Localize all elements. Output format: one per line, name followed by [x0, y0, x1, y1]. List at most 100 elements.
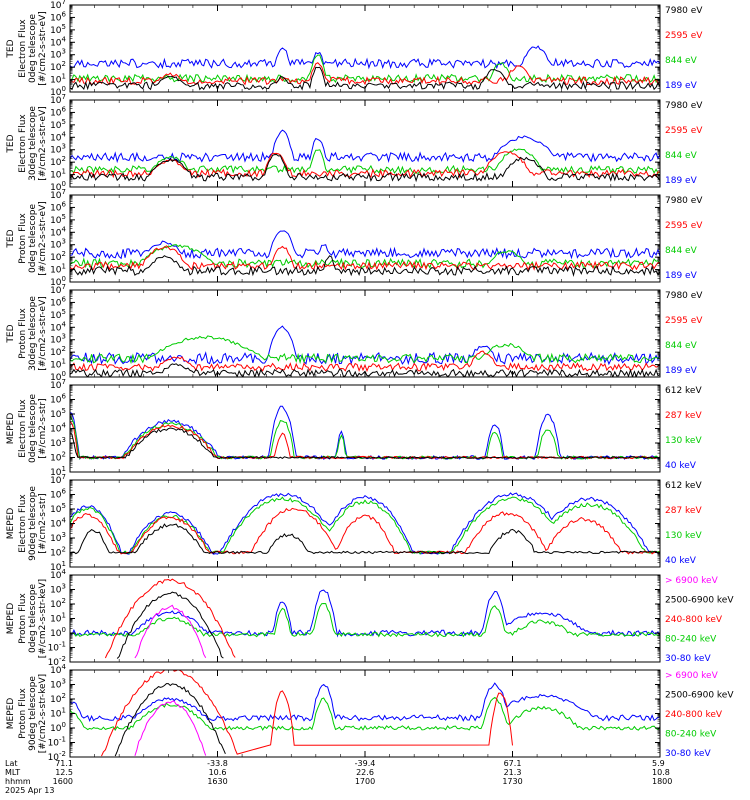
y-tick-label: 106 [50, 105, 66, 118]
tick-lat: 71.1 [55, 759, 73, 768]
y-tick-label: 105 [50, 407, 66, 420]
panel-4-traces [70, 325, 660, 377]
legend-entry: > 6900 keV [665, 576, 719, 586]
y-tick-label: 106 [50, 295, 66, 308]
legend-entry: 80-240 keV [665, 635, 717, 645]
legend-entry: 130 keV [665, 436, 702, 446]
panel-4-legend: 7980 eV 2595 eV 844 eV 189 eV [665, 291, 703, 376]
panel-6-traces [70, 492, 660, 555]
tick-mlt: 10.8 [652, 768, 670, 777]
panel-7-traces [70, 578, 660, 659]
panel-6-legend: 612 keV 287 keV 130 keV 40 keV [665, 481, 702, 566]
tick-hhmm: 1730 [502, 777, 522, 786]
panel-3-ylabel: TED Proton Flux0deg telescope[#/cm2-s-str… [6, 201, 48, 276]
series-trace-80-240-kev [70, 602, 660, 638]
y-tick-label: 102 [50, 60, 66, 73]
y-tick-label: 103 [50, 678, 66, 691]
legend-entry: 240-800 keV [665, 710, 723, 720]
tick-mlt: 22.6 [356, 768, 374, 777]
series-trace--6900-kev [134, 604, 207, 659]
footer-label-hhmm: hhmm [5, 777, 31, 786]
y-tick-label: 101 [50, 612, 66, 625]
series-trace-30-80-kev [70, 682, 660, 723]
panel-8-ylabel: MEPED Proton Flux90deg telescope[#/cm2-s-… [6, 674, 48, 753]
panel-3-legend: 7980 eV 2595 eV 844 eV 189 eV [665, 196, 703, 281]
series-trace-2595-ev [70, 350, 660, 373]
panel-8-legend: > 6900 keV 2500-6900 keV 240-800 keV 80-240… [665, 671, 734, 759]
legend-entry: 240-800 keV [665, 615, 723, 625]
series-trace-844-ev [70, 244, 660, 269]
series-trace-612-kev [70, 523, 660, 555]
panel-5-legend: 612 keV 287 keV 130 keV 40 keV [665, 386, 702, 471]
legend-entry: 189 eV [665, 81, 698, 91]
y-tick-label: 10-2 [48, 655, 66, 668]
series-trace-130-kev [70, 496, 660, 555]
y-tick-label: 103 [50, 333, 66, 346]
legend-entry: 2500-6900 keV [665, 691, 734, 701]
y-tick-label: 106 [50, 488, 66, 501]
y-tick-label: 105 [50, 308, 66, 321]
tick-mlt: 21.3 [504, 768, 522, 777]
panel-frame [69, 99, 661, 188]
legend-entry: 30-80 keV [665, 654, 711, 664]
y-tick-label: 103 [50, 531, 66, 544]
footer-label-lat: Lat [5, 759, 18, 768]
series-trace--6900-kev [134, 700, 207, 756]
legend-entry: > 6900 keV [665, 671, 719, 681]
panel-1-legend: 7980 eV 2595 eV 844 eV 189 eV [665, 6, 703, 91]
legend-entry: 40 keV [665, 461, 697, 471]
y-tick-label: 105 [50, 502, 66, 515]
series-trace-40-kev [70, 405, 660, 460]
y-tick-label: 106 [50, 10, 66, 23]
series-trace-287-kev [70, 507, 660, 555]
y-tick-label: 104 [50, 517, 66, 530]
legend-entry: 2595 eV [665, 31, 703, 41]
panel-6-ylabel: MEPED Electron Flux90deg telescope[#/cm2-… [6, 486, 48, 561]
panel-5-ylabel: MEPED Electron Flux0deg telescope[#/cm2-s… [6, 394, 48, 464]
tick-hhmm: 1800 [652, 777, 672, 786]
y-tick-label: 10-1 [48, 641, 66, 654]
y-tick-label: 101 [50, 465, 66, 478]
series-trace-2595-ev [70, 62, 660, 86]
panel-4-ylabel: TED Proton Flux30deg telescope[#/cm2-s-st… [6, 296, 48, 371]
series-trace-844-ev [70, 54, 660, 84]
y-tick-label: 101 [50, 168, 66, 181]
legend-entry: 844 eV [665, 341, 698, 351]
y-tick-label: 104 [50, 225, 66, 238]
panel-7-ylabel: MEPED Proton Flux0deg telescope[#/cm2-s-s… [6, 579, 48, 658]
series-trace-612-kev [70, 427, 660, 460]
legend-entry: 80-240 keV [665, 730, 717, 740]
legend-entry: 844 eV [665, 56, 698, 66]
y-tick-label: 101 [50, 358, 66, 371]
legend-entry: 2595 eV [665, 221, 703, 231]
legend-entry: 189 eV [665, 176, 698, 186]
series-trace-30-80-kev [70, 589, 660, 638]
legend-entry: 2595 eV [665, 316, 703, 326]
tick-hhmm: 1630 [207, 777, 227, 786]
y-tick-label: 107 [50, 188, 66, 201]
series-trace-189-ev [70, 129, 660, 164]
y-tick-label: 104 [50, 320, 66, 333]
legend-entry: 189 eV [665, 366, 698, 376]
y-tick-label: 102 [50, 345, 66, 358]
series-trace-2500-6900-kev [114, 683, 226, 757]
y-tick-label: 100 [50, 275, 66, 288]
legend-entry: 7980 eV [665, 101, 703, 111]
y-tick-label: 102 [50, 546, 66, 559]
legend-entry: 287 keV [665, 506, 702, 516]
legend-entry: 7980 eV [665, 6, 703, 16]
series-trace-40-kev [70, 492, 660, 555]
legend-entry: 844 eV [665, 151, 698, 161]
y-tick-label: 103 [50, 143, 66, 156]
panel-2-ylabel: TED Electron Flux30deg telescope[#/cm2-s-… [6, 106, 48, 181]
tick-lat: -39.4 [355, 759, 376, 768]
